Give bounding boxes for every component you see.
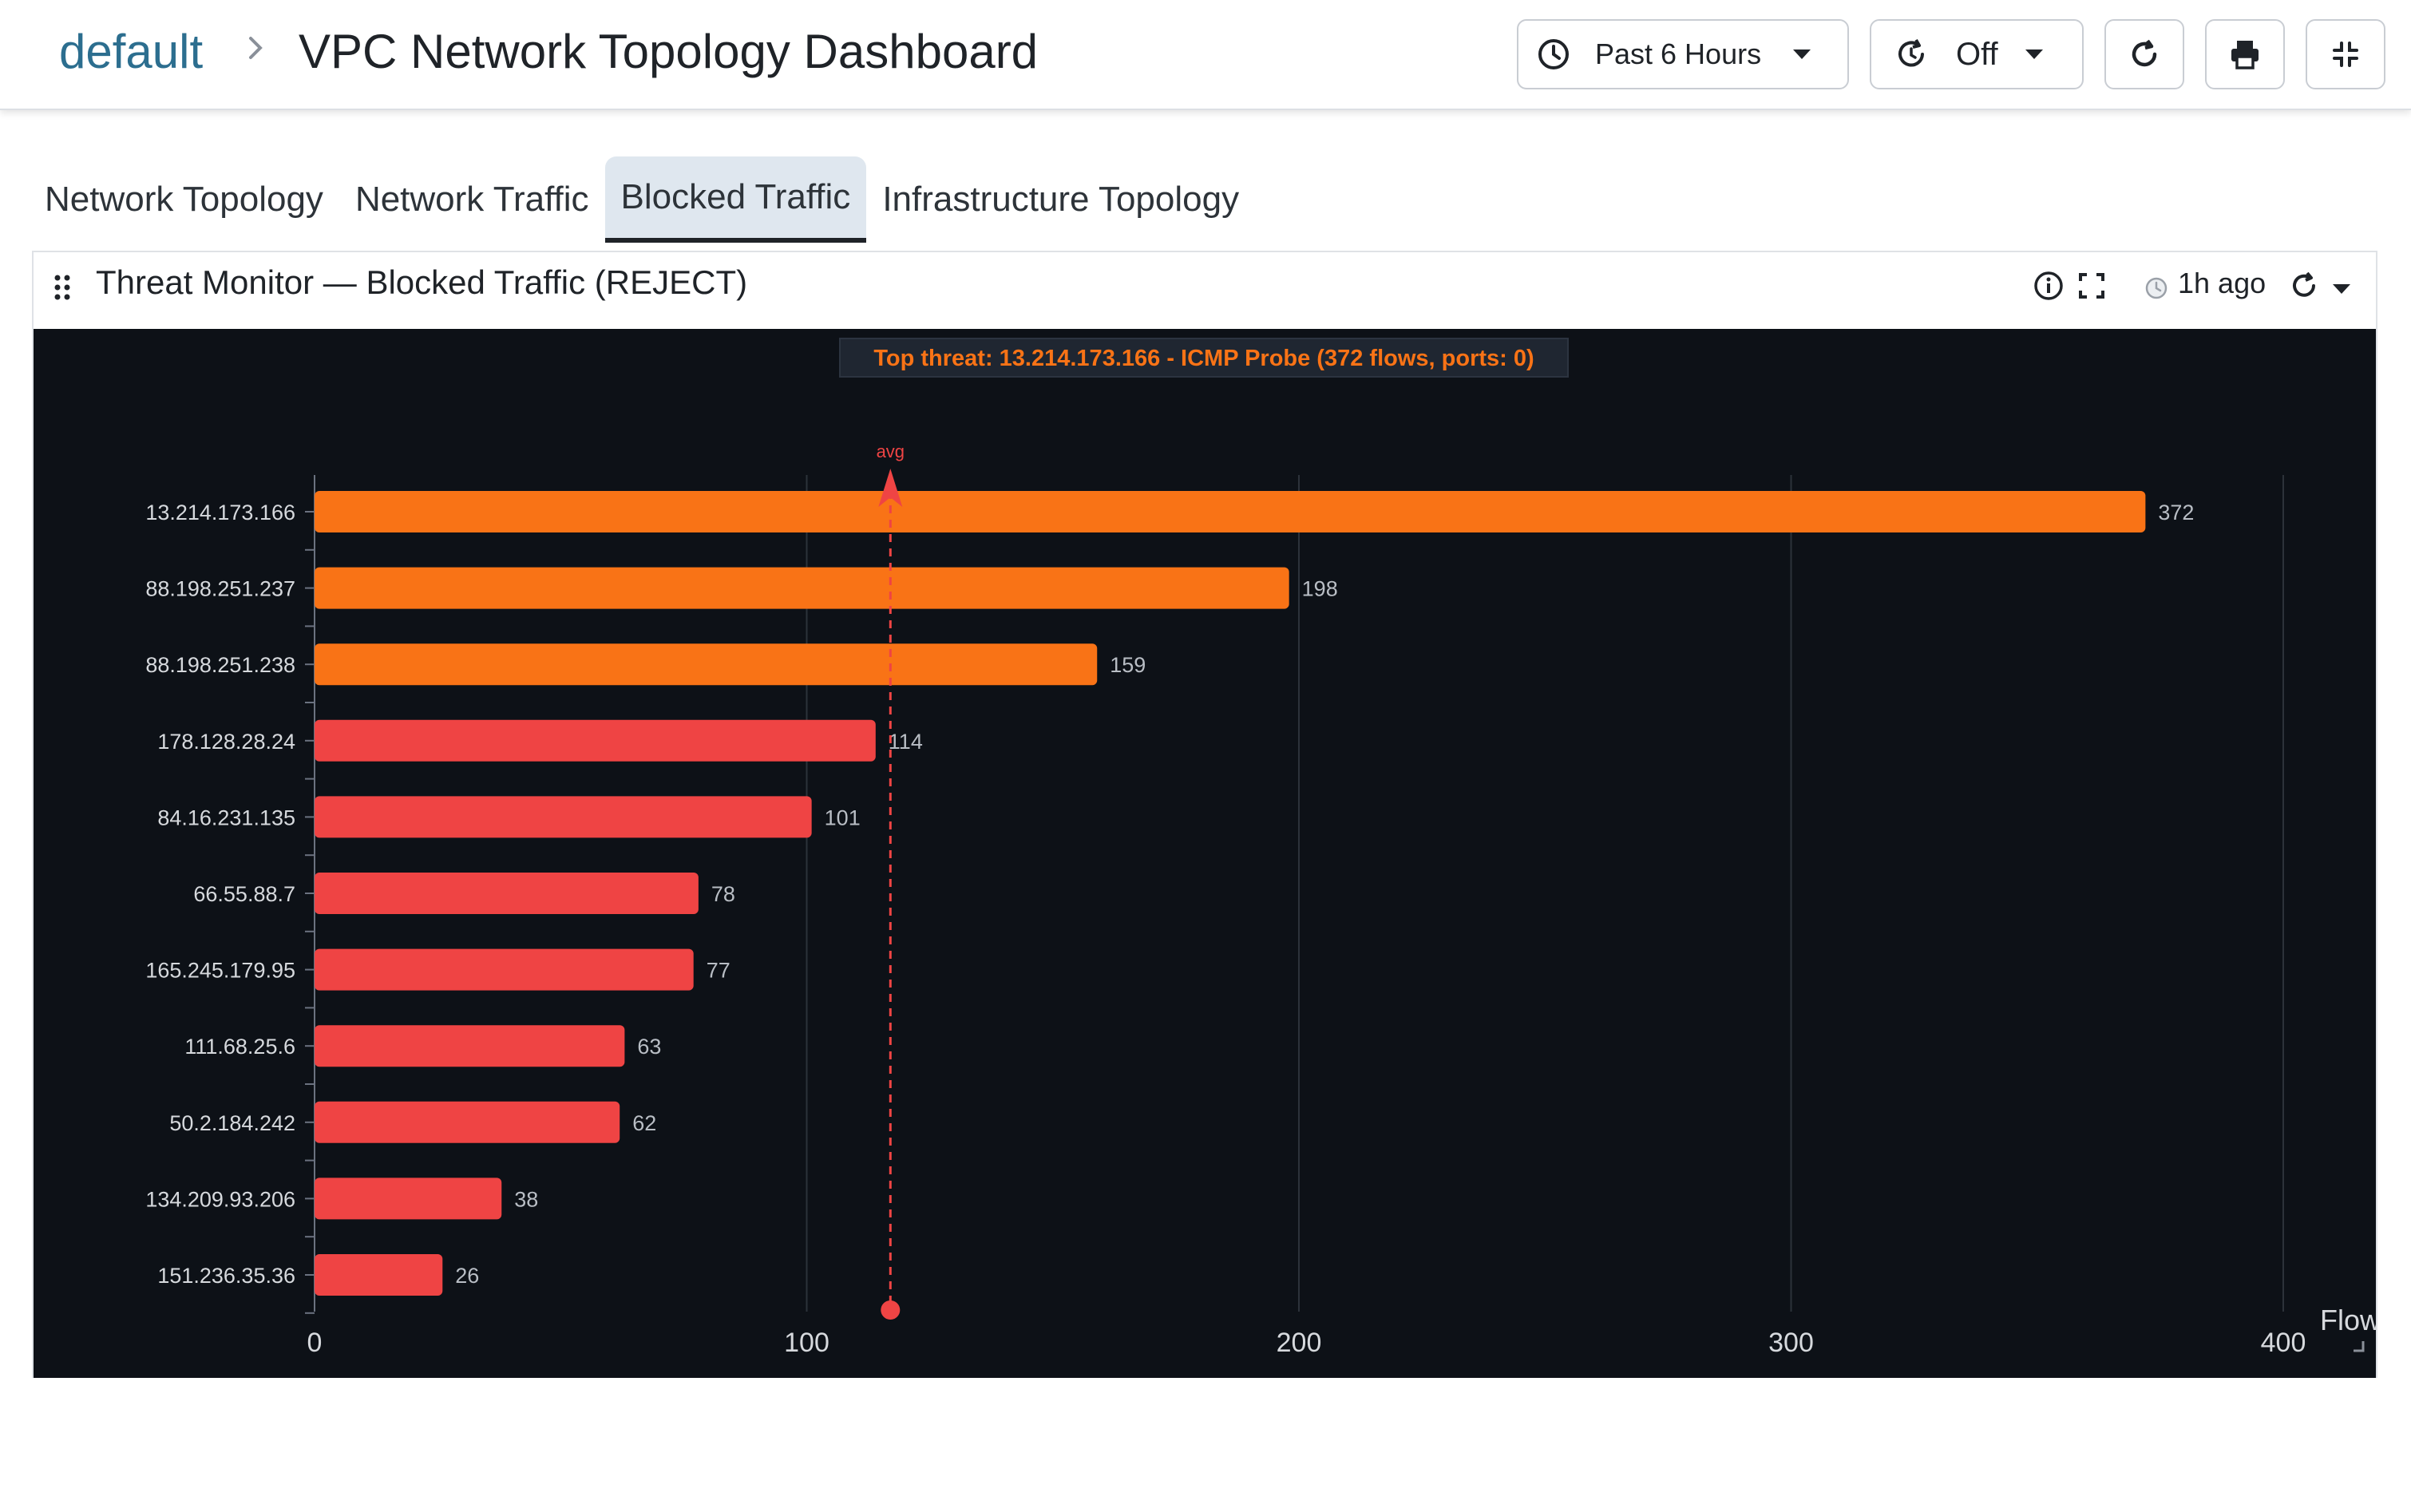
x-tick-label: 300 bbox=[1768, 1328, 1814, 1358]
refresh-icon bbox=[2132, 39, 2157, 67]
x-tick-label: 100 bbox=[784, 1328, 829, 1358]
info-icon[interactable] bbox=[2033, 270, 2065, 302]
breadcrumb-root[interactable]: default bbox=[59, 25, 204, 78]
printer-icon bbox=[2231, 41, 2259, 69]
y-tick-label: 151.236.35.36 bbox=[157, 1264, 295, 1288]
tab-network-traffic[interactable]: Network Traffic bbox=[354, 180, 589, 219]
y-tick-label: 66.55.88.7 bbox=[193, 882, 295, 906]
clock-icon bbox=[1538, 39, 1569, 69]
time-range-label: Past 6 Hours bbox=[1595, 38, 1762, 70]
y-tick-label: 88.198.251.238 bbox=[145, 653, 295, 677]
chart-area: 0 100 200 300 400 13.214.173.166 372 88.198.251… bbox=[34, 329, 2376, 1378]
refresh-interval-label: Off bbox=[1956, 36, 1998, 72]
y-tick-label: 84.16.231.135 bbox=[157, 805, 295, 829]
dashboard-tabs: Network Topology Network Traffic Blocked… bbox=[29, 156, 1255, 243]
tab-network-topology[interactable]: Network Topology bbox=[45, 180, 323, 219]
data-label: 78 bbox=[711, 882, 735, 906]
panel-menu-caret-icon[interactable] bbox=[2333, 284, 2350, 294]
y-tick-label: 88.198.251.237 bbox=[145, 577, 295, 601]
panel-header: Threat Monitor — Blocked Traffic (REJECT… bbox=[34, 252, 2376, 329]
x-tick-label: 0 bbox=[307, 1328, 323, 1358]
threat-monitor-panel: Threat Monitor — Blocked Traffic (REJECT… bbox=[32, 251, 2377, 1378]
bar bbox=[315, 491, 2146, 532]
x-tick-label: 200 bbox=[1277, 1328, 1322, 1358]
page-title: VPC Network Topology Dashboard bbox=[299, 25, 1039, 78]
data-label: 63 bbox=[637, 1035, 661, 1059]
refresh-button[interactable] bbox=[2104, 19, 2184, 89]
data-label: 372 bbox=[2158, 501, 2194, 524]
refresh-icon[interactable] bbox=[2288, 270, 2320, 302]
last-refresh-time: 1h ago bbox=[2178, 267, 2266, 299]
tab-blocked-traffic[interactable]: Blocked Traffic bbox=[604, 156, 867, 243]
data-label: 101 bbox=[825, 805, 861, 829]
annotation-box bbox=[839, 338, 1569, 378]
data-label: 62 bbox=[632, 1111, 656, 1135]
y-tick-label: 13.214.173.166 bbox=[145, 501, 295, 524]
y-tick-label: 111.68.25.6 bbox=[184, 1035, 295, 1059]
x-tick-label: 400 bbox=[2261, 1328, 2306, 1358]
data-label: 159 bbox=[1110, 653, 1146, 677]
exit-fullscreen-button[interactable] bbox=[2306, 19, 2385, 89]
bar bbox=[315, 719, 876, 762]
bar bbox=[315, 873, 699, 914]
x-axis-title: Flow bbox=[2320, 1304, 2376, 1336]
bar bbox=[315, 1025, 625, 1067]
resize-handle-icon bbox=[2354, 1341, 2365, 1352]
data-label: 26 bbox=[455, 1264, 479, 1288]
refresh-interval-picker[interactable]: Off bbox=[1870, 19, 2084, 89]
panel-title: Threat Monitor — Blocked Traffic (REJECT… bbox=[96, 263, 748, 301]
data-label: 38 bbox=[514, 1187, 538, 1211]
avg-label: avg bbox=[877, 441, 905, 461]
avg-arrow-marker bbox=[878, 469, 903, 507]
caret-down-icon bbox=[1793, 49, 1811, 59]
bar bbox=[315, 567, 1289, 609]
caret-down-icon bbox=[2025, 49, 2043, 59]
data-label: 198 bbox=[1302, 577, 1338, 601]
time-range-picker[interactable]: Past 6 Hours bbox=[1517, 19, 1849, 89]
y-tick-label: 178.128.28.24 bbox=[157, 730, 295, 754]
avg-end-point bbox=[881, 1300, 901, 1320]
fullscreen-icon[interactable] bbox=[2076, 270, 2108, 302]
y-tick-label: 165.245.179.95 bbox=[145, 959, 295, 983]
top-header: default VPC Network Topology Dashboard P… bbox=[0, 0, 2411, 110]
bar bbox=[315, 1101, 620, 1143]
tab-infrastructure-topology[interactable]: Infrastructure Topology bbox=[882, 180, 1240, 219]
drag-handle-icon[interactable] bbox=[53, 271, 72, 303]
bar bbox=[315, 948, 694, 991]
bar bbox=[315, 1254, 443, 1296]
chevron-right-icon bbox=[249, 37, 263, 59]
y-tick-label: 50.2.184.242 bbox=[169, 1111, 295, 1135]
data-label: 77 bbox=[707, 959, 730, 983]
refresh-clock-icon bbox=[1898, 39, 1924, 67]
blocked-traffic-bar-chart: 0 100 200 300 400 13.214.173.166 372 88.198.251… bbox=[145, 338, 2376, 1358]
bar bbox=[315, 643, 1098, 686]
data-label: 114 bbox=[889, 730, 923, 754]
clock-icon bbox=[2145, 277, 2168, 299]
print-button[interactable] bbox=[2205, 19, 2285, 89]
bar bbox=[315, 1178, 502, 1220]
y-tick-label: 134.209.93.206 bbox=[145, 1187, 295, 1211]
annotation-text: Top threat: 13.214.173.166 - ICMP Probe … bbox=[873, 346, 1534, 371]
bar bbox=[315, 796, 812, 838]
compress-icon bbox=[2333, 42, 2358, 67]
